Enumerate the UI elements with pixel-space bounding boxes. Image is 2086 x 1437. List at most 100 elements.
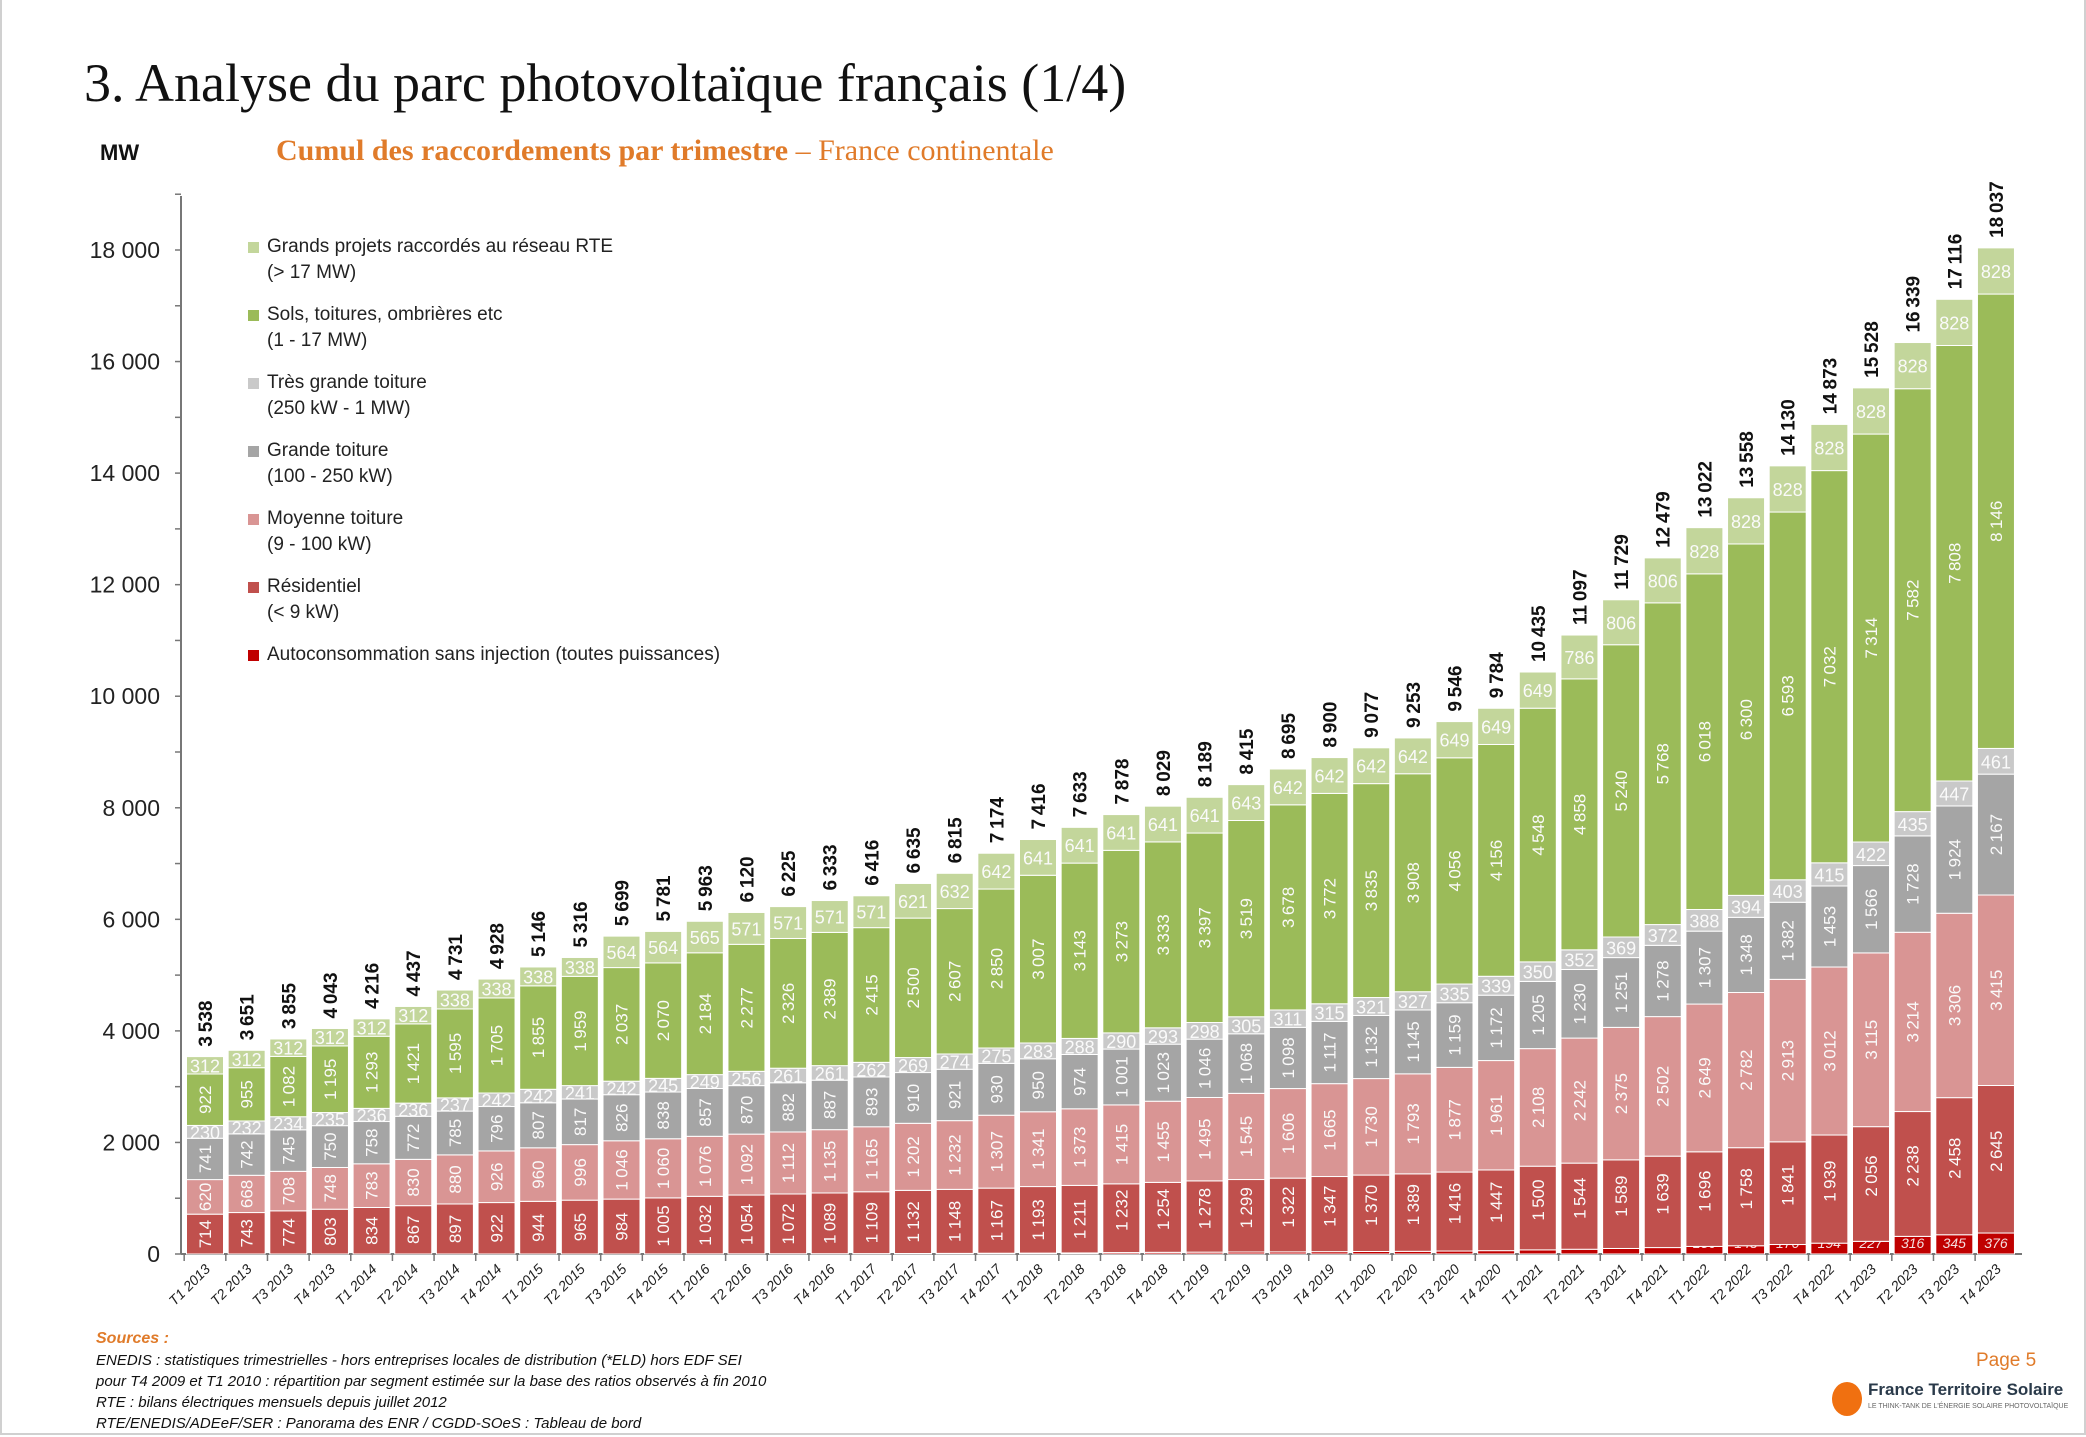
data-label: 1 415 (1112, 1124, 1131, 1165)
bar-segment (1019, 839, 1057, 876)
data-label: 641 (1190, 806, 1220, 826)
data-label: 2 458 (1945, 1138, 1964, 1179)
bar-segment (352, 1121, 391, 1165)
data-label: 2 782 (1737, 1049, 1756, 1090)
data-label: 974 (1071, 1067, 1090, 1095)
bar-segment (894, 917, 933, 1059)
data-label: 2 913 (1779, 1040, 1798, 1081)
data-label: 288 (1065, 1037, 1095, 1057)
data-label: 283 (1023, 1042, 1053, 1062)
data-label: 774 (279, 1218, 298, 1246)
data-label: 2 389 (821, 978, 840, 1019)
bar-segment (1268, 804, 1307, 1011)
data-label: 2 167 (1987, 814, 2006, 855)
total-label: 6 225 (779, 850, 800, 897)
data-label: 327 (1398, 992, 1428, 1012)
total-label: 5 963 (696, 865, 717, 911)
bar-segment (1810, 966, 1849, 1136)
legend-swatch (248, 514, 259, 525)
bar-segment (1727, 916, 1766, 994)
data-label: 641 (1106, 823, 1136, 843)
x-tick-label: T3 2020 (1415, 1261, 1463, 1309)
data-label: 4 858 (1570, 794, 1589, 835)
source-line: pour T4 2009 et T1 2010 : répartition pa… (96, 1373, 767, 1390)
total-label: 10 435 (1529, 605, 1550, 662)
bar-segment (394, 1205, 433, 1255)
data-label: 887 (821, 1091, 840, 1119)
data-label: 7 314 (1862, 617, 1881, 658)
y-tick-label: 2 000 (102, 1129, 160, 1155)
bar-segment (1102, 1048, 1141, 1106)
x-tick-label: T2 2018 (1040, 1261, 1088, 1309)
x-tick-label: T2 2017 (874, 1260, 922, 1308)
data-label: 2 037 (613, 1004, 632, 1045)
data-label: 5 240 (1612, 770, 1631, 811)
bar-segment (1143, 1100, 1182, 1183)
data-label: 830 (404, 1168, 423, 1196)
data-label: 242 (482, 1091, 512, 1111)
data-label: 1 251 (1612, 972, 1631, 1013)
data-label: 312 (357, 1019, 387, 1039)
total-label: 7 633 (1071, 771, 1092, 817)
data-label: 642 (1273, 778, 1303, 798)
bar-segment (1518, 1048, 1557, 1167)
data-label: 236 (357, 1106, 387, 1126)
data-label: 2 184 (696, 993, 715, 1034)
bar-segment (1143, 841, 1182, 1029)
total-label: 9 784 (1487, 652, 1508, 699)
bar-segment (1352, 1174, 1391, 1252)
bar-segment (1976, 247, 2015, 295)
bar-segment (1976, 293, 2015, 749)
bar-segment (1060, 862, 1099, 1039)
bar-segment (352, 1163, 391, 1208)
data-label: 461 (1981, 752, 2011, 772)
x-tick-label: T1 2019 (1165, 1261, 1213, 1309)
data-label: 1 167 (987, 1200, 1006, 1241)
bar-segment (1060, 1184, 1099, 1254)
y-tick-label: 0 (147, 1241, 160, 1267)
bar-segment (1310, 1083, 1349, 1178)
data-label: 1 939 (1820, 1160, 1839, 1201)
bar-segment (1185, 1096, 1224, 1182)
bar-segment (894, 1189, 933, 1254)
data-label: 838 (654, 1101, 673, 1129)
sources-heading: Sources : (96, 1330, 169, 1347)
bar-segment (477, 978, 516, 999)
data-label: 237 (440, 1095, 470, 1115)
data-label: 376 (1984, 1235, 2008, 1251)
data-label: 7 582 (1904, 580, 1923, 621)
x-tick-label: T3 2022 (1748, 1261, 1796, 1309)
bar-segment (560, 1098, 599, 1146)
data-label: 2 108 (1529, 1087, 1548, 1128)
data-label: 2 502 (1654, 1066, 1673, 1107)
data-label: 6 300 (1737, 699, 1756, 740)
data-label: 6 018 (1695, 721, 1714, 762)
total-label: 3 651 (238, 994, 259, 1041)
data-label: 1 060 (654, 1148, 673, 1189)
data-label: 620 (196, 1183, 215, 1211)
x-tick-label: T1 2013 (165, 1261, 213, 1309)
data-label: 828 (1814, 439, 1844, 459)
data-label: 1 230 (1570, 983, 1589, 1024)
bar-segment (852, 1126, 891, 1193)
bar-segment (727, 943, 766, 1072)
data-label: 1 728 (1904, 863, 1923, 904)
bar-segment (435, 1110, 474, 1156)
data-label: 338 (523, 967, 553, 987)
bar-segment (1393, 1009, 1432, 1075)
data-label: 312 (190, 1056, 220, 1076)
data-label: 335 (1439, 984, 1469, 1004)
x-tick-label: T4 2016 (790, 1261, 838, 1309)
total-label: 7 416 (1029, 783, 1050, 829)
total-label: 11 729 (1612, 534, 1633, 590)
x-tick-label: T4 2020 (1457, 1261, 1505, 1309)
x-tick-label: T2 2014 (374, 1261, 422, 1309)
x-tick-label: T1 2023 (1831, 1261, 1879, 1309)
data-label: 571 (773, 914, 803, 934)
bar-segment (1602, 599, 1641, 646)
data-label: 1 132 (904, 1201, 923, 1242)
data-label: 1 373 (1071, 1126, 1090, 1167)
total-label: 8 900 (1321, 701, 1342, 747)
total-label: 12 479 (1654, 491, 1675, 548)
data-label: 880 (446, 1165, 465, 1193)
